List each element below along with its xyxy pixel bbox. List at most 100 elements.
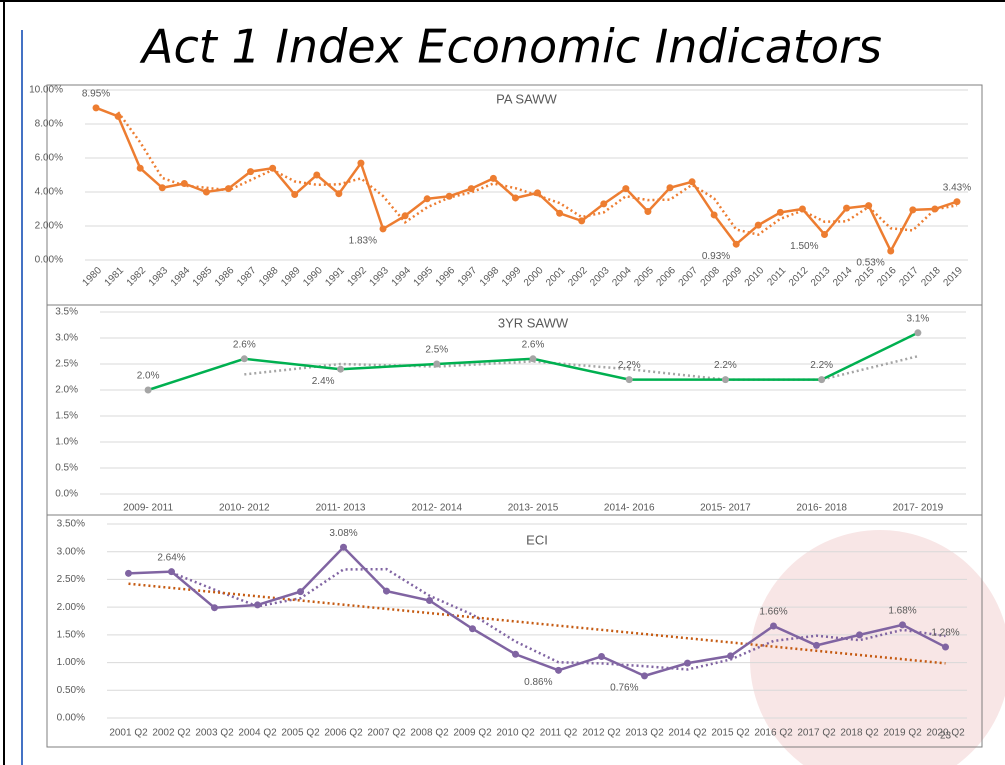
x-tick-label: 2018 Q2	[840, 728, 879, 739]
data-point	[843, 204, 851, 212]
data-label: 1.28%	[931, 628, 959, 639]
data-point	[914, 329, 922, 337]
x-tick-label: 2009- 2011	[123, 503, 173, 514]
data-point	[379, 225, 387, 233]
data-point	[556, 209, 564, 217]
data-point	[224, 185, 232, 193]
x-tick-label: 2008 Q2	[410, 728, 449, 739]
y-tick-label: 8.00%	[35, 119, 63, 130]
y-tick-label: 3.50%	[57, 519, 85, 530]
data-point	[489, 174, 497, 182]
x-tick-label: 2016- 2018	[796, 503, 847, 514]
trendline	[171, 567, 946, 671]
x-tick-label: 2015- 2017	[700, 503, 751, 514]
data-point	[291, 191, 299, 199]
data-point	[710, 211, 718, 219]
y-tick-label: 3.5%	[55, 307, 78, 318]
y-tick-label: 1.5%	[55, 411, 78, 422]
data-label: 3.08%	[329, 528, 357, 539]
data-label: 0.53%	[856, 258, 884, 269]
y-tick-label: 4.00%	[35, 187, 63, 198]
data-label: 2.0%	[137, 371, 160, 382]
data-point	[313, 171, 321, 179]
x-tick-label: 2019 Q2	[883, 728, 922, 739]
data-point	[625, 376, 633, 384]
data-point	[240, 355, 248, 363]
y-tick-label: 0.0%	[55, 489, 78, 500]
data-point	[512, 650, 519, 658]
data-point	[813, 641, 820, 649]
data-point	[383, 587, 390, 595]
data-point	[818, 376, 826, 384]
x-tick-label: 2013 Q2	[625, 728, 664, 739]
x-tick-label: 2010 Q2	[496, 728, 535, 739]
y-tick-label: 0.50%	[57, 685, 85, 696]
data-point	[899, 621, 906, 629]
data-point	[909, 206, 917, 214]
data-point	[401, 212, 409, 220]
data-label: 0.76%	[610, 683, 638, 694]
data-point	[92, 104, 100, 112]
x-tick-label: 2020 Q2	[926, 728, 965, 739]
data-label: 0.93%	[702, 251, 730, 262]
data-point	[114, 112, 122, 120]
y-tick-label: 2.5%	[55, 359, 78, 370]
data-point	[511, 194, 519, 202]
y-tick-label: 1.0%	[55, 437, 78, 448]
data-label: 3.1%	[906, 313, 929, 324]
data-point	[721, 376, 729, 384]
data-point	[125, 569, 132, 577]
y-tick-label: 10.00%	[29, 85, 63, 96]
y-tick-label: 3.0%	[55, 333, 78, 344]
y-tick-label: 2.00%	[35, 221, 63, 232]
data-label: 2.4%	[312, 376, 335, 387]
data-label: 1.50%	[790, 241, 818, 252]
data-point	[887, 247, 895, 255]
chart-title: ECI	[526, 532, 548, 547]
chart-frame	[46, 514, 983, 748]
data-point	[247, 168, 255, 176]
data-point	[821, 231, 829, 238]
data-point	[467, 185, 475, 193]
data-point	[469, 625, 476, 633]
x-tick-label: 2017 Q2	[797, 728, 836, 739]
data-point	[578, 217, 586, 225]
data-point	[269, 164, 277, 172]
x-tick-label: 2011- 2013	[316, 503, 366, 514]
data-point	[426, 596, 433, 604]
x-tick-label: 2003 Q2	[195, 728, 234, 739]
y-tick-label: 1.00%	[57, 657, 85, 668]
y-tick-label: 2.00%	[57, 602, 85, 613]
data-point	[641, 672, 648, 680]
x-tick-label: 2012- 2014	[411, 503, 462, 514]
data-point	[754, 221, 762, 229]
y-tick-label: 1.50%	[57, 629, 85, 640]
data-point	[600, 200, 608, 208]
data-label: 8.95%	[82, 88, 110, 99]
y-tick-label: 6.00%	[35, 153, 63, 164]
data-point	[534, 189, 542, 197]
data-line	[128, 545, 947, 678]
x-tick-label: 2004 Q2	[238, 728, 277, 739]
data-point	[727, 652, 734, 660]
data-label: 2.6%	[233, 339, 256, 350]
data-point	[180, 180, 188, 187]
y-tick-label: 0.5%	[55, 463, 78, 474]
trendline	[128, 582, 946, 665]
data-point	[168, 568, 175, 576]
x-tick-label: 2005 Q2	[281, 728, 320, 739]
y-tick-label: 2.0%	[55, 385, 78, 396]
y-tick-label: 0.00%	[57, 713, 85, 724]
data-point	[136, 164, 144, 172]
x-tick-label: 2009 Q2	[453, 728, 492, 739]
chart-title: 3YR SAWW	[498, 315, 569, 330]
data-point	[144, 386, 152, 394]
data-point	[798, 205, 806, 213]
data-point	[445, 192, 453, 200]
data-label: 3.43%	[943, 182, 971, 193]
data-point	[357, 159, 365, 167]
data-label: 1.83%	[349, 236, 377, 247]
data-label: 2.64%	[157, 552, 185, 563]
x-tick-label: 2013- 2015	[508, 503, 559, 514]
